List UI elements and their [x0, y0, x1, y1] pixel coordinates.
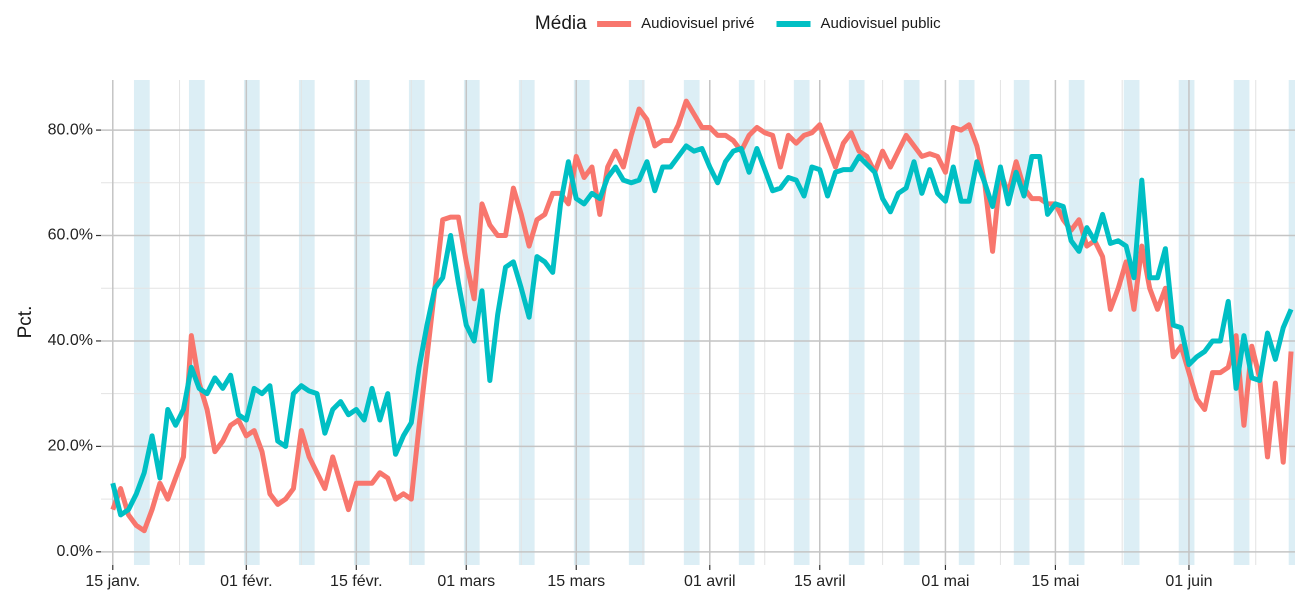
- legend-title: Média: [535, 13, 587, 34]
- lines: [110, 98, 1294, 534]
- weekend-band: [353, 80, 370, 565]
- y-axis-title: Pct.: [15, 306, 36, 339]
- series-line: [110, 143, 1294, 518]
- x-tick-label: 15 janv.: [85, 573, 140, 590]
- weekend-band: [1233, 80, 1250, 565]
- weekend-band: [1013, 80, 1030, 565]
- weekend-band: [518, 80, 535, 565]
- weekend-band: [1123, 80, 1140, 565]
- x-tick-label: 01 mai: [921, 573, 969, 590]
- weekend-band: [1288, 80, 1295, 565]
- weekend-band: [408, 80, 425, 565]
- x-tick-label: 01 févr.: [220, 573, 272, 590]
- weekend-band: [848, 80, 865, 565]
- weekend-band: [628, 80, 645, 565]
- weekend-band: [683, 80, 700, 565]
- x-tick-label: 01 juin: [1165, 573, 1212, 590]
- y-tick-label: 20.0%: [48, 438, 93, 455]
- x-tick-label: 15 mars: [547, 573, 605, 590]
- y-tick-label: 60.0%: [48, 227, 93, 244]
- weekend-bands: [133, 80, 1295, 565]
- series-line: [110, 98, 1294, 534]
- weekend-band: [1178, 80, 1195, 565]
- x-tick-label: 15 févr.: [330, 573, 382, 590]
- axis-labels: 0.0% 20.0% 40.0% 60.0% 80.0% 15 janv. 01 févr.…: [48, 121, 1213, 590]
- legend-item: Audiovisuel privé: [597, 15, 755, 32]
- legend-label: Audiovisuel privé: [641, 15, 754, 32]
- weekend-band: [1068, 80, 1085, 565]
- x-tick-label: 01 mars: [437, 573, 495, 590]
- weekend-band: [243, 80, 260, 565]
- y-tick-label: 40.0%: [48, 332, 93, 349]
- legend-item: Audiovisuel public: [776, 15, 942, 32]
- y-tick-label: 0.0%: [57, 543, 93, 560]
- y-tick-label: 80.0%: [48, 121, 93, 138]
- weekend-band: [463, 80, 480, 565]
- x-tick-label: 15 mai: [1031, 573, 1079, 590]
- legend: Média Audiovisuel privé Audiovisuel public: [535, 13, 941, 34]
- weekend-band: [903, 80, 920, 565]
- weekend-band: [188, 80, 205, 565]
- weekend-band: [738, 80, 755, 565]
- legend-label: Audiovisuel public: [821, 15, 942, 32]
- weekend-band: [958, 80, 975, 565]
- weekend-band: [793, 80, 810, 565]
- x-tick-label: 15 avril: [794, 573, 846, 590]
- weekend-band: [133, 80, 150, 565]
- x-tick-label: 01 avril: [684, 573, 736, 590]
